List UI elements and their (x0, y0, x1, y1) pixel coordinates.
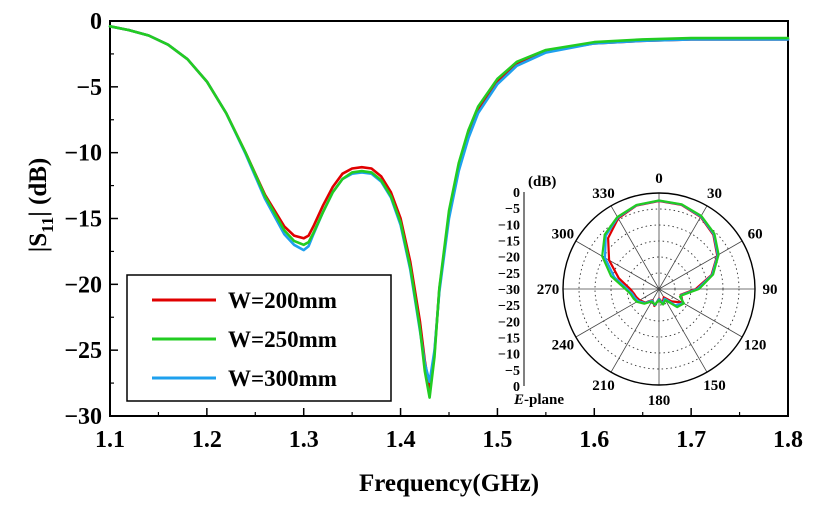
polar-outer-ring (562, 192, 756, 386)
polar-spoke (610, 205, 708, 373)
polar-grid (562, 192, 756, 386)
polar-ring-labels: 0−5−10−15−20−25−30−25−20−15−10−50 (498, 186, 520, 395)
main-series-group (108, 25, 790, 399)
x-axis-title: Frequency(GHz) (359, 470, 539, 497)
y-axis-title: |S11| (dB) (25, 158, 57, 252)
polar-pattern-w-250mm (601, 199, 720, 309)
polar-ring-label-upper: −30 (498, 283, 520, 298)
polar-ring-label-upper: −10 (498, 218, 520, 233)
y-tick-label: −25 (64, 338, 102, 364)
polar-angle-label: 210 (592, 378, 615, 394)
polar-angle-labels: 0 30 60 90 120 150 180 210 240 270 300 330 (537, 171, 778, 409)
polar-ring-label-upper: −15 (498, 235, 520, 250)
legend-label-w300: W=300mm (228, 366, 337, 391)
legend-label-w250: W=250mm (228, 327, 337, 352)
polar-ring-label-lower: −15 (498, 332, 520, 347)
x-tick-label: 1.1 (95, 427, 125, 453)
polar-ring-label-upper: −5 (505, 202, 520, 217)
legend: W=200mm W=250mm W=300mm (126, 274, 392, 402)
polar-angle-label: 180 (648, 393, 671, 409)
y-axis-title-main: |S (25, 233, 52, 252)
polar-angle-label: 300 (552, 227, 575, 243)
x-tick-label: 1.2 (192, 427, 222, 453)
x-tick-label: 1.5 (482, 427, 512, 453)
y-tick-label: −10 (64, 141, 102, 167)
y-tick-label: −15 (64, 207, 102, 233)
x-tick-label: 1.6 (579, 427, 609, 453)
polar-angle-label: 240 (552, 338, 575, 354)
polar-plane-label-rest: -plane (524, 392, 564, 408)
y-tick-label: 0 (90, 9, 102, 35)
polar-ring-label-lower: 0 (513, 380, 520, 395)
y-axis-title-tail: | (dB) (25, 158, 52, 217)
polar-ring-label-upper: −20 (498, 251, 520, 266)
y-axis: 0 −5 −10 −15 −20 −25 −30 (64, 9, 118, 430)
polar-ring-label-upper: −25 (498, 267, 520, 282)
polar-ring-label-upper: 0 (513, 186, 520, 201)
polar-ring-label-lower: −25 (498, 299, 520, 314)
x-tick-label: 1.4 (386, 427, 416, 453)
x-tick-label: 1.7 (676, 427, 706, 453)
polar-angle-label: 270 (537, 282, 560, 298)
s11-line-w-250mm (108, 25, 790, 399)
y-tick-label: −20 (64, 272, 102, 298)
polar-angle-label: 330 (592, 186, 615, 202)
polar-ring-label-lower: −20 (498, 315, 520, 330)
x-axis: 1.1 1.2 1.3 1.4 1.5 1.6 1.7 1.8 (95, 408, 803, 453)
y-tick-label: −30 (64, 404, 102, 430)
x-tick-label: 1.8 (773, 427, 803, 453)
polar-angle-label: 60 (748, 227, 763, 243)
polar-angle-label: 90 (763, 282, 778, 298)
polar-angle-label: 0 (655, 171, 663, 187)
polar-series-group (601, 199, 720, 309)
polar-ring-label-lower: −5 (505, 364, 520, 379)
polar-unit-label: (dB) (528, 174, 556, 190)
polar-plane-label-e: E (513, 392, 524, 408)
x-tick-label: 1.3 (289, 427, 319, 453)
polar-angle-label: 150 (703, 378, 726, 394)
y-axis-title-subscript: 11 (38, 217, 57, 233)
y-tick-label: −5 (76, 75, 102, 101)
polar-plane-label: E-plane (513, 392, 564, 408)
legend-label-w200: W=200mm (228, 288, 337, 313)
polar-ring-label-lower: −10 (498, 348, 520, 363)
polar-angle-label: 30 (707, 186, 722, 202)
polar-angle-label: 120 (744, 338, 767, 354)
